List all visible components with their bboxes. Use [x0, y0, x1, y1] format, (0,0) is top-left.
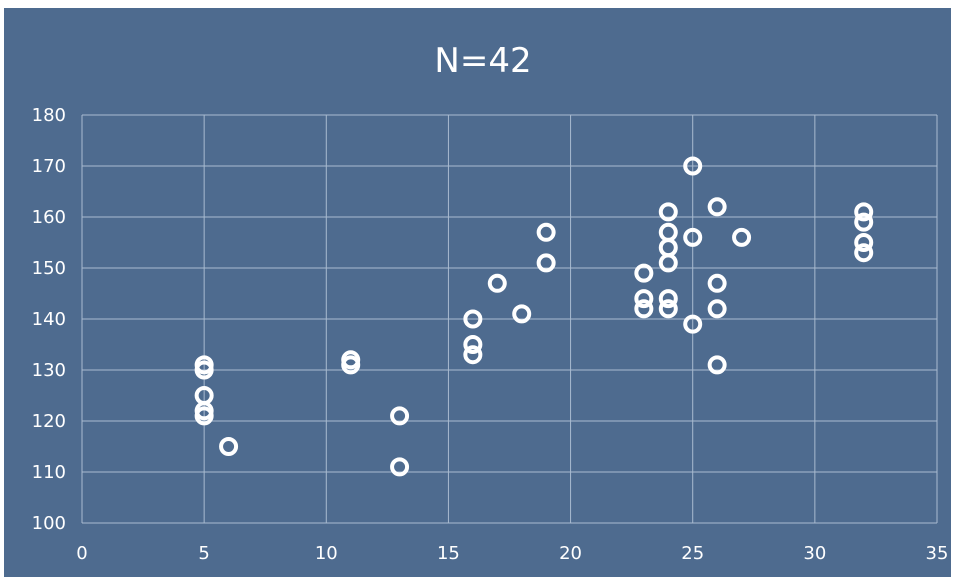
x-tick-label: 30	[803, 543, 826, 564]
y-axis-tick-labels: 100 110 120 130 140 150 160 170 180	[32, 105, 66, 534]
data-point	[854, 212, 874, 232]
chart-title: N=42	[434, 41, 531, 81]
data-point	[732, 227, 752, 247]
data-point	[341, 355, 361, 375]
y-tick-label: 180	[32, 105, 66, 126]
data-point	[854, 243, 874, 263]
y-tick-label: 160	[32, 207, 66, 228]
data-point	[658, 299, 678, 319]
data-point	[683, 314, 703, 334]
grid-lines	[81, 114, 938, 524]
y-tick-label: 170	[32, 156, 66, 177]
x-tick-label: 25	[681, 543, 704, 564]
data-point	[707, 197, 727, 217]
data-point	[854, 233, 874, 252]
data-point	[194, 360, 214, 380]
y-tick-label: 150	[32, 258, 66, 279]
data-point	[463, 345, 483, 365]
data-point	[219, 437, 239, 456]
data-point	[390, 406, 410, 426]
data-point	[707, 273, 727, 293]
data-point	[536, 253, 556, 273]
data-point	[463, 335, 483, 354]
x-tick-label: 35	[926, 543, 949, 564]
data-point	[707, 299, 727, 319]
data-point	[683, 227, 703, 247]
data-point	[463, 309, 483, 329]
data-point	[658, 289, 678, 309]
data-point	[707, 355, 727, 375]
data-point	[854, 202, 874, 222]
data-point	[390, 457, 410, 477]
data-point	[536, 222, 556, 242]
x-tick-label: 5	[198, 543, 209, 564]
data-point	[634, 299, 654, 319]
data-point	[487, 273, 507, 293]
x-tick-label: 10	[315, 543, 338, 564]
data-point	[634, 263, 654, 283]
x-tick-label: 0	[76, 543, 87, 564]
x-tick-label: 20	[559, 543, 582, 564]
data-point	[658, 238, 678, 258]
data-point	[512, 304, 532, 324]
y-tick-label: 140	[32, 309, 66, 330]
y-tick-label: 110	[32, 462, 66, 483]
data-points	[194, 156, 874, 477]
data-point	[658, 202, 678, 222]
data-point	[683, 156, 703, 176]
data-point	[194, 406, 214, 426]
data-point	[634, 289, 654, 309]
y-tick-label: 100	[32, 513, 66, 534]
chart-background	[4, 8, 951, 577]
y-tick-label: 130	[32, 360, 66, 381]
x-tick-label: 15	[437, 543, 460, 564]
data-point	[658, 253, 678, 273]
y-tick-label: 120	[32, 411, 66, 432]
data-point	[658, 222, 678, 242]
x-axis-tick-labels: 0 5 10 15 20 25 30 35	[76, 543, 948, 564]
